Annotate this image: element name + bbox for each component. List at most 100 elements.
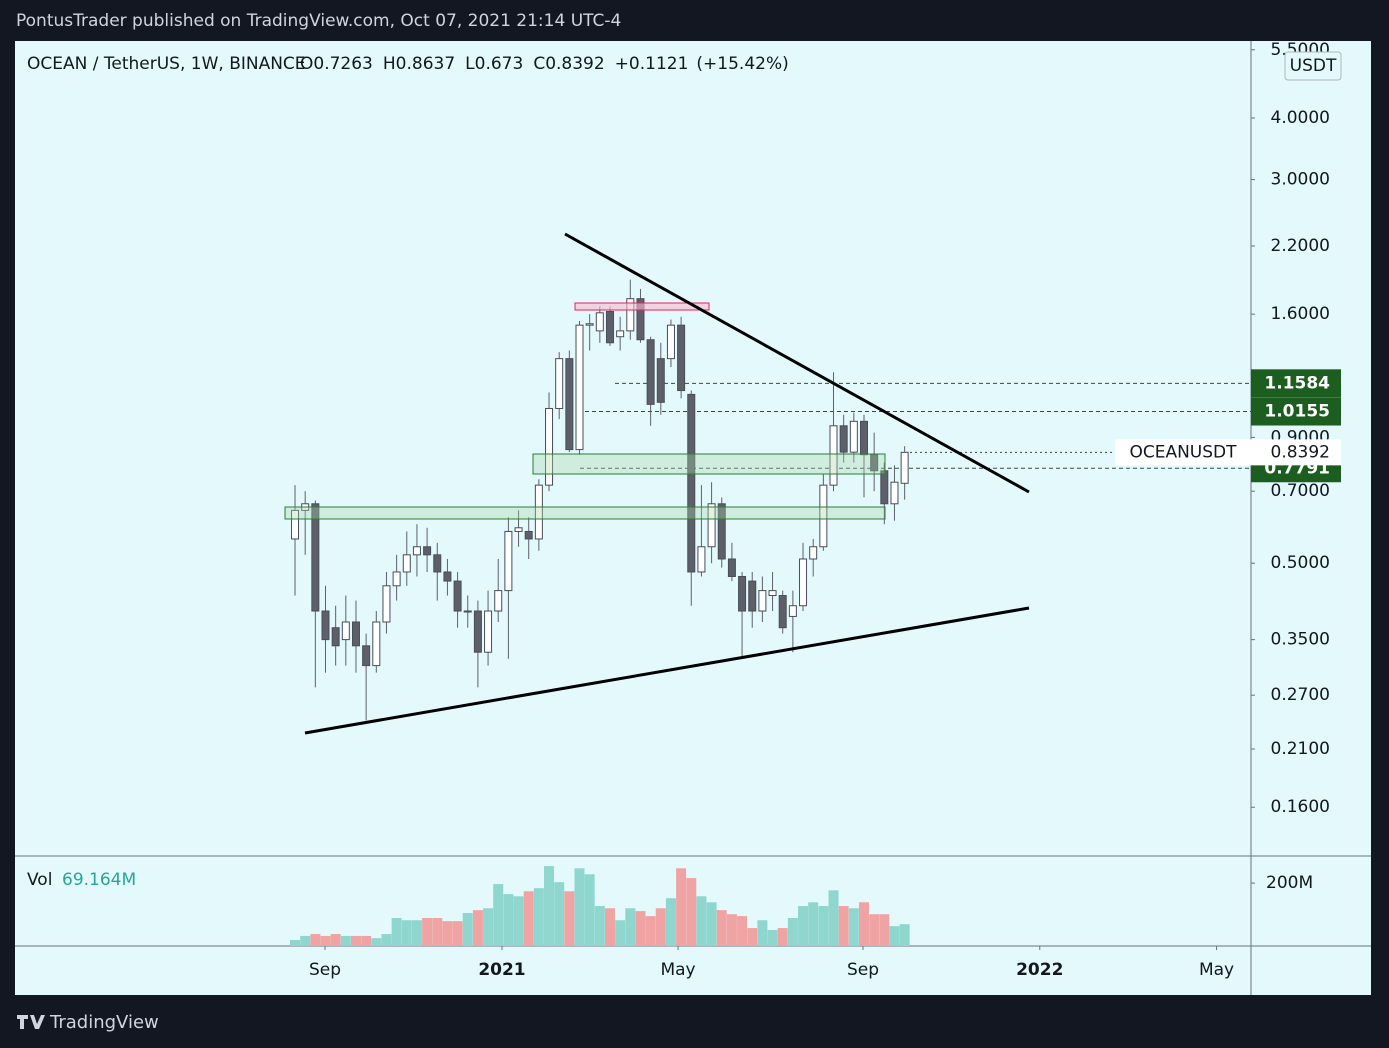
candle-body (412, 546, 421, 556)
candle-body (707, 503, 716, 548)
volume-bar (340, 935, 351, 946)
currency-box (1284, 51, 1342, 81)
candle-body (799, 558, 808, 607)
candle-body (636, 298, 645, 341)
volume-bar (889, 926, 900, 946)
x-tick-label: May (660, 960, 695, 980)
volume-bar (290, 940, 301, 946)
candle-body (463, 610, 472, 613)
last-price-value: 0.8392 (1271, 442, 1330, 462)
volume-value: 69.164M (62, 870, 136, 890)
volume-bar (716, 910, 727, 946)
volume-bar (493, 884, 504, 946)
candle-body (433, 554, 442, 573)
candle-body (890, 481, 899, 505)
candle-body (727, 558, 736, 577)
candle-body (575, 324, 584, 451)
volume-bar (808, 902, 819, 946)
price-label: 1.1584 (1264, 373, 1330, 393)
volume-bar (594, 906, 605, 946)
volume-bar (757, 920, 768, 946)
candle-body (880, 470, 889, 505)
candle-body (392, 571, 401, 587)
brand-logo (17, 1015, 45, 1029)
candle-body (788, 605, 797, 617)
price-label: 1.0155 (1264, 402, 1330, 422)
volume-bar (361, 935, 372, 946)
volume-bar (726, 914, 737, 946)
candle-body (646, 339, 655, 405)
volume-bar (737, 916, 748, 946)
candle-body (382, 585, 391, 623)
volume-bar (625, 908, 636, 946)
ohlc-key: L (465, 54, 475, 74)
candle-body (504, 530, 513, 592)
brand-name: TradingView (49, 1012, 159, 1033)
candle-body (778, 595, 787, 629)
x-tick-label: Sep (309, 960, 341, 980)
support-zone (532, 453, 886, 475)
volume-bar (523, 891, 534, 946)
support-zone (284, 506, 886, 520)
x-tick-label: 2021 (478, 960, 525, 980)
symbol: OCEAN / TetherUS, 1W, BINANCE (27, 54, 306, 74)
volume-bar (401, 920, 412, 946)
candle-body (524, 530, 533, 540)
y-tick-label: 2.2000 (1271, 236, 1330, 256)
candle-body (849, 420, 858, 453)
candle-body (839, 425, 848, 453)
volume-bar (838, 906, 849, 946)
volume-bar (879, 914, 890, 946)
candle-body (372, 621, 381, 667)
candle-body (656, 358, 665, 403)
ohlc-value: 0.7263 (313, 54, 372, 74)
volume-bar (462, 912, 473, 946)
candle-body (291, 509, 300, 540)
last-price-box (1115, 439, 1251, 466)
candle-body (870, 454, 879, 472)
volume-bar (503, 894, 514, 946)
volume-bar (645, 916, 656, 946)
candle-body (402, 554, 411, 573)
volume-bar (604, 908, 615, 946)
volume-bar (391, 918, 402, 946)
volume-bar (513, 896, 524, 946)
y-tick-label: 1.6000 (1271, 304, 1330, 324)
resistance-zone (574, 302, 710, 311)
volume-bar (747, 928, 758, 946)
y-tick-label: 0.2700 (1271, 685, 1330, 705)
candle-body (473, 610, 482, 653)
candle-body (585, 323, 594, 326)
volume-bar (330, 934, 341, 946)
volume-bar (320, 935, 331, 946)
x-tick-label: Sep (847, 960, 879, 980)
ohlc-value: 0.8392 (545, 54, 604, 74)
candle-body (362, 645, 371, 667)
candle-body (331, 627, 340, 647)
volume-bar (787, 918, 798, 946)
trend-line (564, 232, 1030, 494)
volume-bar (635, 911, 646, 946)
candle-body (351, 621, 360, 647)
currency: USDT (1290, 56, 1337, 76)
trend-line (304, 606, 1030, 735)
candle-body (494, 590, 503, 612)
volume-bar (676, 868, 687, 946)
volume-bar (483, 908, 494, 946)
y-tick-label: 0.5000 (1271, 553, 1330, 573)
y-tick-label: 0.2100 (1271, 739, 1330, 759)
volume-bar (869, 914, 880, 946)
candle-body (697, 546, 706, 573)
y-tick-label: 4.0000 (1271, 108, 1330, 128)
candle-body (565, 358, 574, 451)
volume-bar (655, 908, 666, 946)
ohlc-value: 0.673 (475, 54, 524, 74)
candle-body (341, 621, 350, 641)
x-tick-label: 2022 (1016, 960, 1063, 980)
volume-bar (858, 902, 869, 946)
volume-bar (798, 906, 809, 946)
volume-bar (422, 918, 433, 946)
candle-body (321, 610, 330, 641)
volume-bar (432, 918, 443, 946)
